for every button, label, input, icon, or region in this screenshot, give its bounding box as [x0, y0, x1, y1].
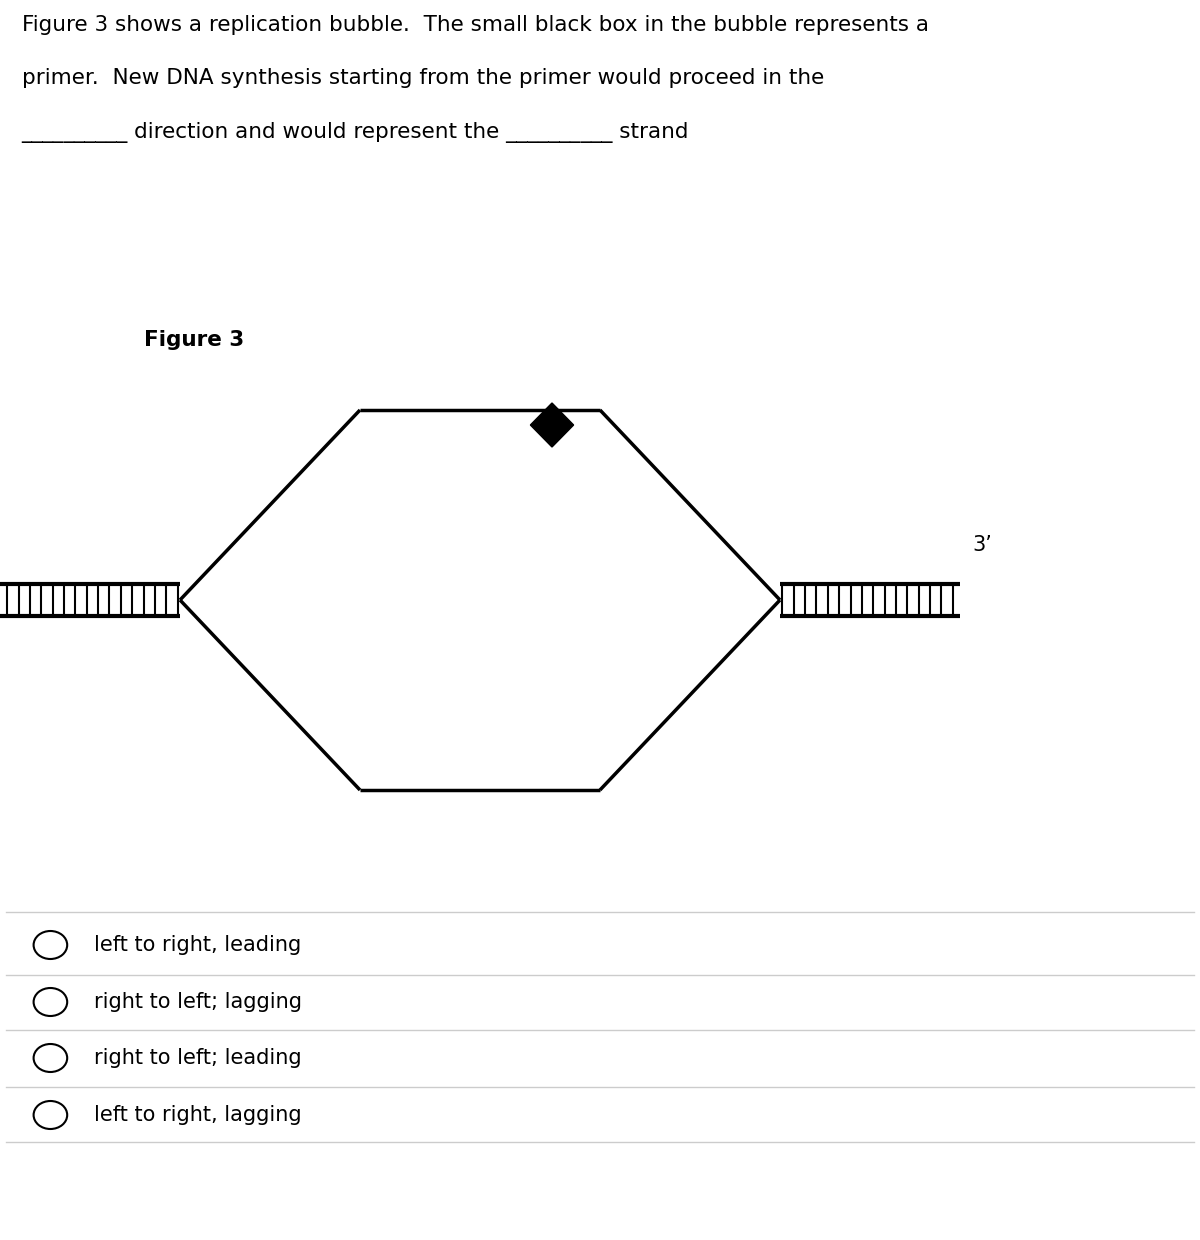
Text: left to right, leading: left to right, leading [94, 935, 301, 955]
Text: primer.  New DNA synthesis starting from the primer would proceed in the: primer. New DNA synthesis starting from … [22, 68, 824, 88]
Text: __________ direction and would represent the __________ strand: __________ direction and would represent… [22, 122, 689, 143]
Text: right to left; lagging: right to left; lagging [94, 992, 301, 1012]
Text: right to left; leading: right to left; leading [94, 1048, 301, 1068]
Polygon shape [530, 403, 574, 446]
Text: Figure 3 shows a replication bubble.  The small black box in the bubble represen: Figure 3 shows a replication bubble. The… [22, 15, 929, 35]
Text: 3’: 3’ [972, 534, 992, 556]
Text: left to right, lagging: left to right, lagging [94, 1105, 301, 1125]
Text: Figure 3: Figure 3 [144, 330, 245, 350]
